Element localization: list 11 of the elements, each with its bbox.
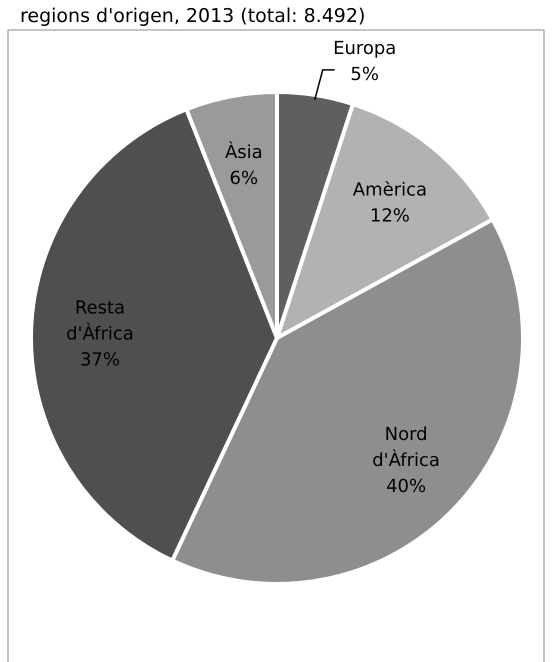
chart-title: regions d'origen, 2013 (total: 8.492) <box>20 5 366 27</box>
slice-label: Europa <box>333 38 396 59</box>
data-label: 37% <box>80 349 120 370</box>
slice-label: Àsia <box>224 141 263 164</box>
slice-label: Amèrica <box>352 180 428 201</box>
data-label: 6% <box>230 168 258 190</box>
data-label: 5% <box>350 64 379 85</box>
data-label: 40% <box>386 476 426 498</box>
data-label: 12% <box>370 206 410 227</box>
slice-label: Resta d'Àfrica <box>66 297 134 344</box>
slice-label: Nord d'Àfrica <box>372 424 440 472</box>
